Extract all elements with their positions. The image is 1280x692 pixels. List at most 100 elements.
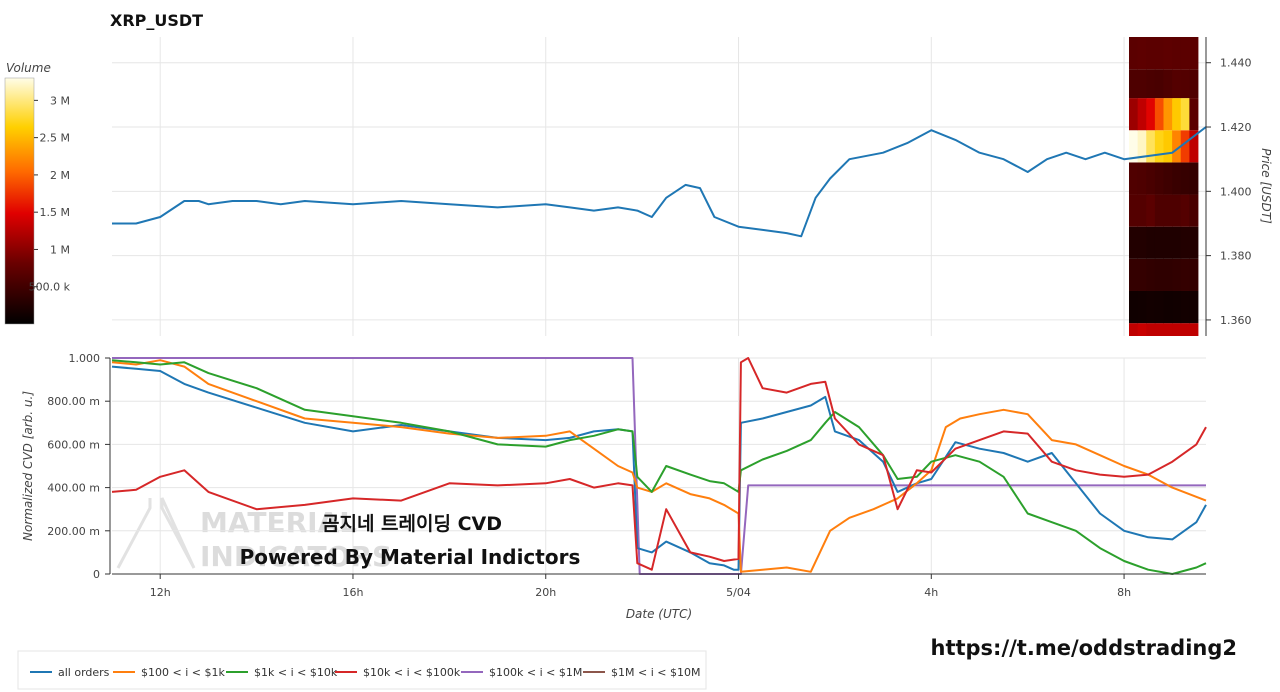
volume-cell xyxy=(1189,162,1199,195)
volume-cell xyxy=(1172,226,1182,259)
volume-cell xyxy=(1154,130,1164,163)
volume-cell xyxy=(1129,162,1139,195)
volume-cell xyxy=(1163,69,1173,99)
x-axis-label: Date (UTC) xyxy=(626,607,692,621)
telegram-link[interactable]: https://t.me/oddstrading2 xyxy=(931,636,1238,660)
legend: all orders $100 < i < $1k $1k < i < $10k $1… xyxy=(30,666,700,679)
volume-cell xyxy=(1180,162,1190,195)
price-y-ticks: 1.440 1.420 1.400 1.380 1.360 xyxy=(1206,57,1252,327)
x-tick-label: 12h xyxy=(150,586,171,599)
cvd-y-tick-label: 1.000 xyxy=(69,352,101,365)
colorbar-tick-label: 500.0 k xyxy=(29,281,71,294)
volume-cell xyxy=(1189,226,1199,259)
flask-icon xyxy=(116,497,196,569)
volume-cell xyxy=(1172,69,1182,99)
material-indicators-watermark: MATERIAL INDICATORS xyxy=(116,497,392,573)
volume-cell xyxy=(1154,290,1164,324)
volume-cell xyxy=(1137,130,1147,163)
overlay-caption-korean: 곰지네 트레이딩 CVD xyxy=(322,513,502,535)
legend-label: $10k < i < $100k xyxy=(363,666,461,679)
volume-cell xyxy=(1172,258,1182,291)
volume-cell xyxy=(1137,226,1147,259)
price-line xyxy=(112,126,1207,238)
volume-cell xyxy=(1189,194,1199,227)
volume-cell xyxy=(1137,194,1147,227)
volume-cell xyxy=(1163,323,1173,336)
chart-title: XRP_USDT xyxy=(110,11,203,30)
colorbar-ticks: 3 M 2.5 M 2 M 1.5 M 1 M 500.0 k xyxy=(29,94,71,293)
x-tick-label: 5/04 xyxy=(726,586,751,599)
cvd-y-tick-label: 600.00 m xyxy=(47,438,100,451)
volume-cell xyxy=(1146,226,1156,259)
volume-cell xyxy=(1137,37,1147,70)
volume-cell xyxy=(1137,323,1147,336)
volume-cell xyxy=(1172,162,1182,195)
x-ticks: 12h 16h 20h 5/04 4h 8h xyxy=(150,574,1131,599)
legend-box xyxy=(17,650,707,690)
watermark-line2: INDICATORS xyxy=(200,540,392,573)
price-y-tick-label: 1.440 xyxy=(1220,57,1252,70)
legend-label: $100k < i < $1M xyxy=(489,666,582,679)
volume-cell xyxy=(1129,98,1139,131)
price-grid xyxy=(112,37,1206,336)
volume-cell xyxy=(1137,69,1147,99)
volume-profile-heatmap xyxy=(1129,37,1199,336)
volume-cell xyxy=(1189,130,1199,163)
volume-cell xyxy=(1189,69,1199,99)
cvd-y-tick-label: 0 xyxy=(93,568,100,581)
volume-cell xyxy=(1189,323,1199,336)
volume-cell xyxy=(1180,130,1190,163)
cvd-line-s10k-100k xyxy=(111,357,1207,571)
legend-label: $100 < i < $1k xyxy=(141,666,225,679)
volume-cell xyxy=(1146,162,1156,195)
cvd-y-tick-label: 400.00 m xyxy=(47,482,100,495)
price-y-tick-label: 1.400 xyxy=(1220,185,1252,198)
watermark-line1: MATERIAL xyxy=(200,506,357,539)
volume-cell xyxy=(1163,226,1173,259)
colorbar-tick-label: 2.5 M xyxy=(40,132,70,145)
volume-cell xyxy=(1180,226,1190,259)
volume-cell xyxy=(1180,258,1190,291)
cvd-panel: MATERIAL INDICATORS 1.000 800.00 m 600.00 … xyxy=(21,352,1207,621)
volume-cell xyxy=(1172,323,1182,336)
cvd-line-all-orders xyxy=(111,365,1207,571)
volume-cell xyxy=(1163,37,1173,70)
legend-label: $1k < i < $10k xyxy=(254,666,338,679)
volume-cell xyxy=(1129,290,1139,324)
volume-cell xyxy=(1180,323,1190,336)
volume-cell xyxy=(1129,130,1139,163)
volume-cell xyxy=(1163,258,1173,291)
x-tick-label: 4h xyxy=(924,586,938,599)
x-tick-label: 8h xyxy=(1117,586,1131,599)
volume-cell xyxy=(1154,194,1164,227)
price-y-tick-label: 1.420 xyxy=(1220,121,1252,134)
price-y-tick-label: 1.380 xyxy=(1220,250,1252,263)
volume-cell xyxy=(1129,323,1139,336)
volume-cell xyxy=(1154,258,1164,291)
volume-cell xyxy=(1154,98,1164,131)
volume-cell xyxy=(1180,194,1190,227)
price-y-tick-label: 1.360 xyxy=(1220,314,1252,327)
volume-cell xyxy=(1154,37,1164,70)
volume-cell xyxy=(1137,98,1147,131)
legend-label: $1M < i < $10M xyxy=(611,666,700,679)
volume-cell xyxy=(1180,290,1190,324)
volume-cell xyxy=(1137,290,1147,324)
cvd-y-label: Normalized CVD [arb. u.] xyxy=(21,391,35,541)
price-series xyxy=(112,126,1207,238)
volume-cell xyxy=(1154,226,1164,259)
volume-cell xyxy=(1172,37,1182,70)
cvd-y-tick-label: 800.00 m xyxy=(47,395,100,408)
colorbar-label: Volume xyxy=(6,61,51,75)
volume-cell xyxy=(1163,130,1173,163)
volume-cell xyxy=(1129,226,1139,259)
volume-cell xyxy=(1146,194,1156,227)
volume-cell xyxy=(1146,37,1156,70)
cvd-y-ticks: 1.000 800.00 m 600.00 m 400.00 m 200.00 m 0 xyxy=(47,352,110,581)
colorbar xyxy=(4,77,35,325)
volume-cell xyxy=(1154,323,1164,336)
volume-cell xyxy=(1189,290,1199,324)
cvd-y-tick-label: 200.00 m xyxy=(47,525,100,538)
price-panel: 1.440 1.420 1.400 1.380 1.360 Price [USDT] xyxy=(112,37,1273,336)
